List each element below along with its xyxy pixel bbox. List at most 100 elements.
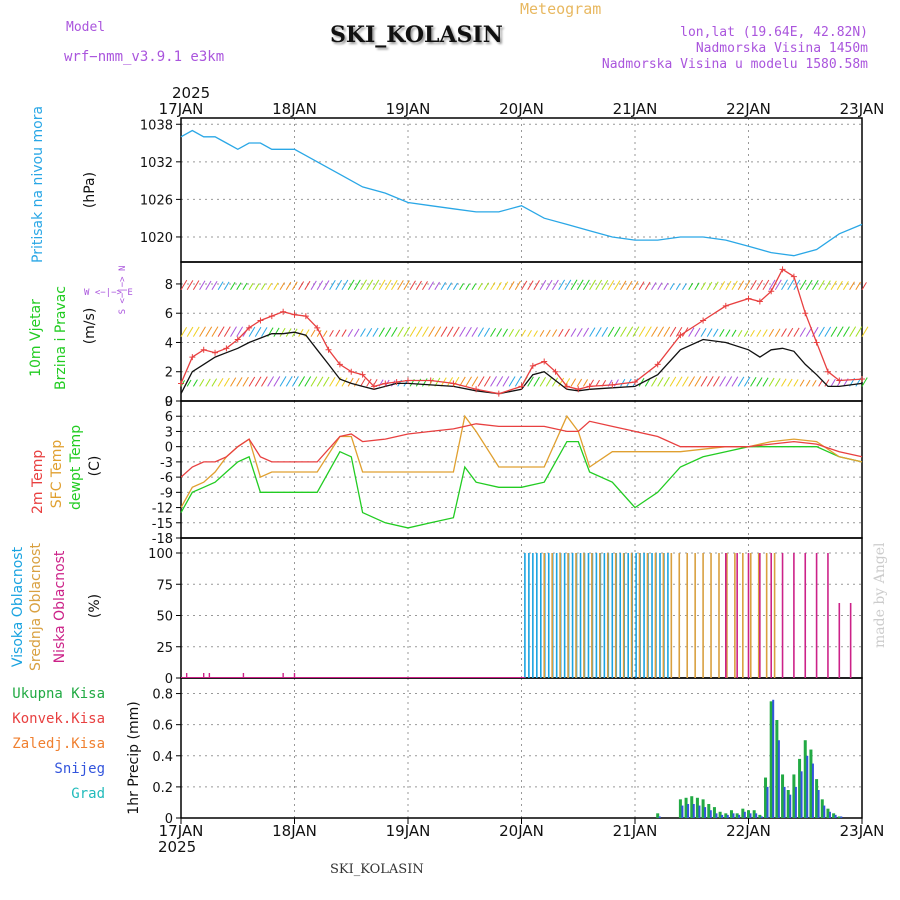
wind-barb [651,326,658,337]
wind-barb [360,328,366,337]
wind-barb [657,377,664,387]
wind-barb [712,376,720,387]
wind-barb [787,279,795,291]
wind-barb [545,377,553,387]
wind-barb [774,328,781,337]
wind-barb [514,376,522,387]
precip-total-bar [786,790,790,818]
x-tick-label-bottom: 23JAN [840,822,885,840]
precip-total-bar [752,810,756,818]
wind-barb [211,281,218,291]
precip-snow-bar [709,810,712,818]
wind-barb [533,280,540,291]
precip-snow-bar [840,816,843,818]
wind-barb [223,281,230,291]
wind-barb [787,327,794,337]
precip-total-bar [798,758,802,818]
wind-barb [502,328,509,337]
x-tick-label-top: 18JAN [272,100,317,118]
wind-barb [576,279,584,291]
wind-barb [366,327,373,337]
precip-snow-bar [704,807,707,818]
wind-barb [787,378,793,387]
precip-total-bar [803,740,807,818]
wind-barb [632,326,640,337]
wind-barb [316,376,324,387]
wind-barb [632,281,639,291]
wind-barb [558,377,565,387]
wind-barb [378,279,386,291]
wind-speed-marker [722,302,729,309]
precip-snow-bar [721,814,724,818]
wind-barb [663,376,670,387]
wind-barb [830,378,836,387]
surface-temp-line [180,414,863,508]
wind-barb [669,376,677,387]
wind-barb [347,328,354,337]
precip-total-bar [775,720,779,818]
wind-speed-marker [291,311,298,318]
wind-speed-marker [405,377,411,384]
legend-total-rain: Ukupna Kisa [12,686,105,702]
legend-conv-rain: Konvek.Kisa [12,711,105,727]
wind-barb [304,376,312,387]
wind-barb [589,327,596,337]
panel-frame-4 [180,677,863,819]
wind-barb [514,280,521,291]
wind-barb [781,328,787,337]
wind-barb [799,279,807,291]
wind-barb [248,376,256,387]
wind-barb [335,279,343,291]
t2m-line [180,420,863,478]
wind-barb [347,279,355,291]
wind-speed-marker [336,361,343,368]
wind-barb [502,281,509,291]
wind-barb [589,379,595,387]
wind-barb [329,280,336,291]
wind-barb [186,326,194,337]
wind-barb [279,282,285,291]
chart-marks [178,129,869,818]
wind-barb [477,327,484,337]
wind-barb [682,283,687,291]
wind-speed-marker [859,376,865,383]
wind-barb [471,283,477,291]
wind-barb [230,326,237,337]
wind-speed-marker [393,378,400,385]
wind-barb [446,377,454,387]
y-tick-label: 25 [156,641,173,656]
precip-snow-bar [834,814,837,818]
wind-barb [762,377,769,387]
wind-barb [428,326,436,337]
y-tick-label: 0 [165,672,173,687]
wind-speed-marker [348,368,355,375]
precip-total-bar [758,814,762,818]
precip-total-bar [656,813,660,818]
wind-barb [211,378,218,387]
wind-speed-marker [563,383,570,390]
wind-barb [471,376,479,387]
wind-barb [762,329,768,337]
wind-barb [422,326,429,337]
wind-barb [805,379,811,387]
wind-barb [576,327,583,337]
wind-barb [545,329,551,337]
y-tick-label: 2 [165,366,173,381]
wind-barb [688,282,694,291]
wind-speed-line [180,268,863,395]
y-tick-label: 50 [156,610,173,625]
wind-barb [669,326,677,337]
wind-barb [737,280,745,291]
wind-barb [638,377,645,387]
wind-barb [830,326,838,337]
wind-barb [855,281,861,291]
wind-barb [366,279,374,291]
wind-barb [601,279,609,291]
wind-barb [217,281,224,291]
precip-snow-bar [800,771,803,818]
x-tick-label-top: 17JAN [159,100,204,118]
wind-barb [750,376,757,387]
station-title: SKI_KOLASIN [330,22,503,48]
wind-barb [842,326,850,337]
